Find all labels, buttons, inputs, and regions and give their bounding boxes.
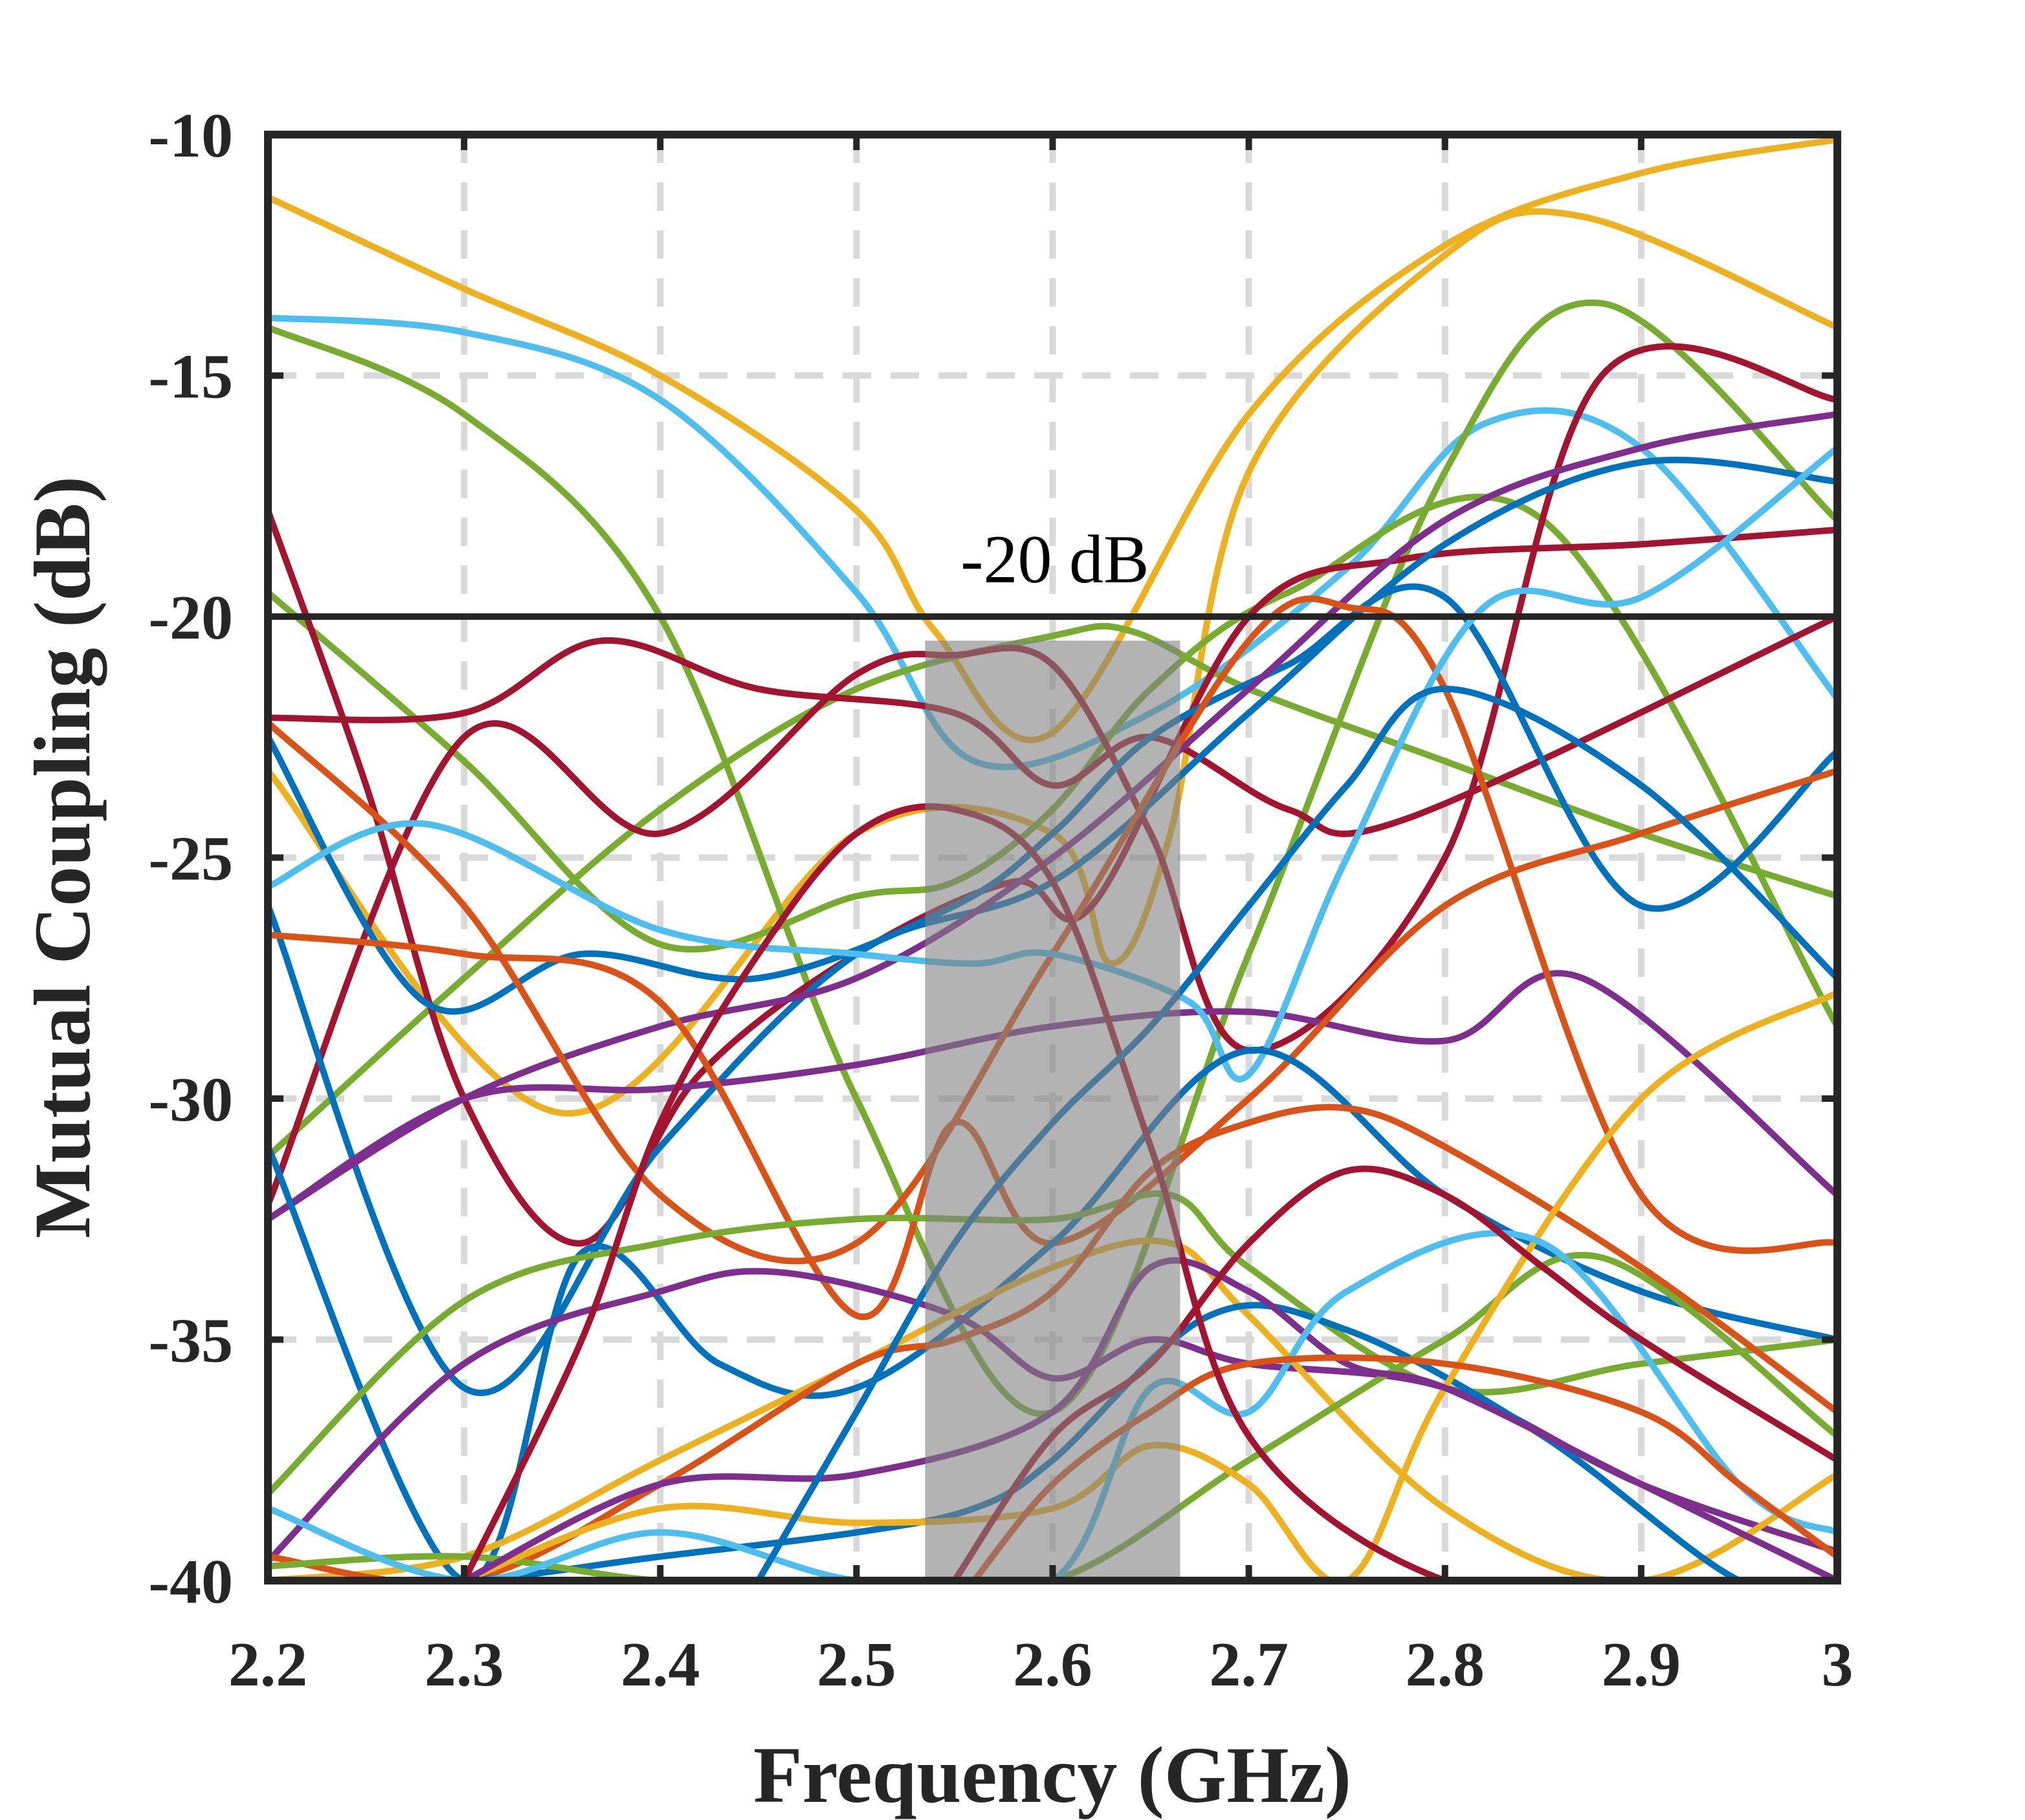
- x-tick-label: 2.3: [425, 1630, 504, 1700]
- series-line-s24: [461, 989, 1837, 1581]
- y-axis-title: Mutual Coupling (dB): [18, 476, 107, 1238]
- x-tick-label: 2.7: [1209, 1630, 1289, 1700]
- x-tick-label: 2.2: [228, 1630, 308, 1700]
- y-tick-label: -20: [148, 583, 233, 653]
- x-tick-label: 2.9: [1602, 1630, 1681, 1700]
- x-tick-labels: 2.2 2.3 2.4 2.5 2.6 2.7 2.8 2.9 3: [228, 1630, 1853, 1700]
- y-tick-label: -30: [148, 1065, 233, 1135]
- highlight-band-group: [925, 641, 1180, 1581]
- x-axis-title: Frequency (GHz): [753, 1731, 1351, 1819]
- y-tick-label: -40: [148, 1547, 233, 1617]
- x-tick-label: 2.8: [1406, 1630, 1485, 1700]
- x-tick-label: 2.5: [817, 1630, 896, 1700]
- x-tick-label: 3: [1822, 1630, 1853, 1700]
- x-tick-label: 2.4: [621, 1630, 700, 1700]
- series-line-s30: [755, 685, 1837, 1581]
- y-tick-label: -35: [148, 1306, 233, 1376]
- y-tick-label: -25: [148, 824, 233, 894]
- y-tick-labels: -40 -35 -30 -25 -20 -15 -10: [148, 101, 233, 1617]
- y-tick-label: -10: [148, 101, 233, 171]
- series-line-s16: [268, 444, 1837, 1082]
- x-tick-label: 2.6: [1013, 1630, 1092, 1700]
- tick-marks: [265, 131, 1841, 1584]
- y-tick-label: -15: [148, 342, 233, 412]
- series-line-s5: [268, 622, 1837, 1160]
- highlight-band: [925, 641, 1180, 1581]
- threshold-annotation: -20 dB: [960, 521, 1149, 597]
